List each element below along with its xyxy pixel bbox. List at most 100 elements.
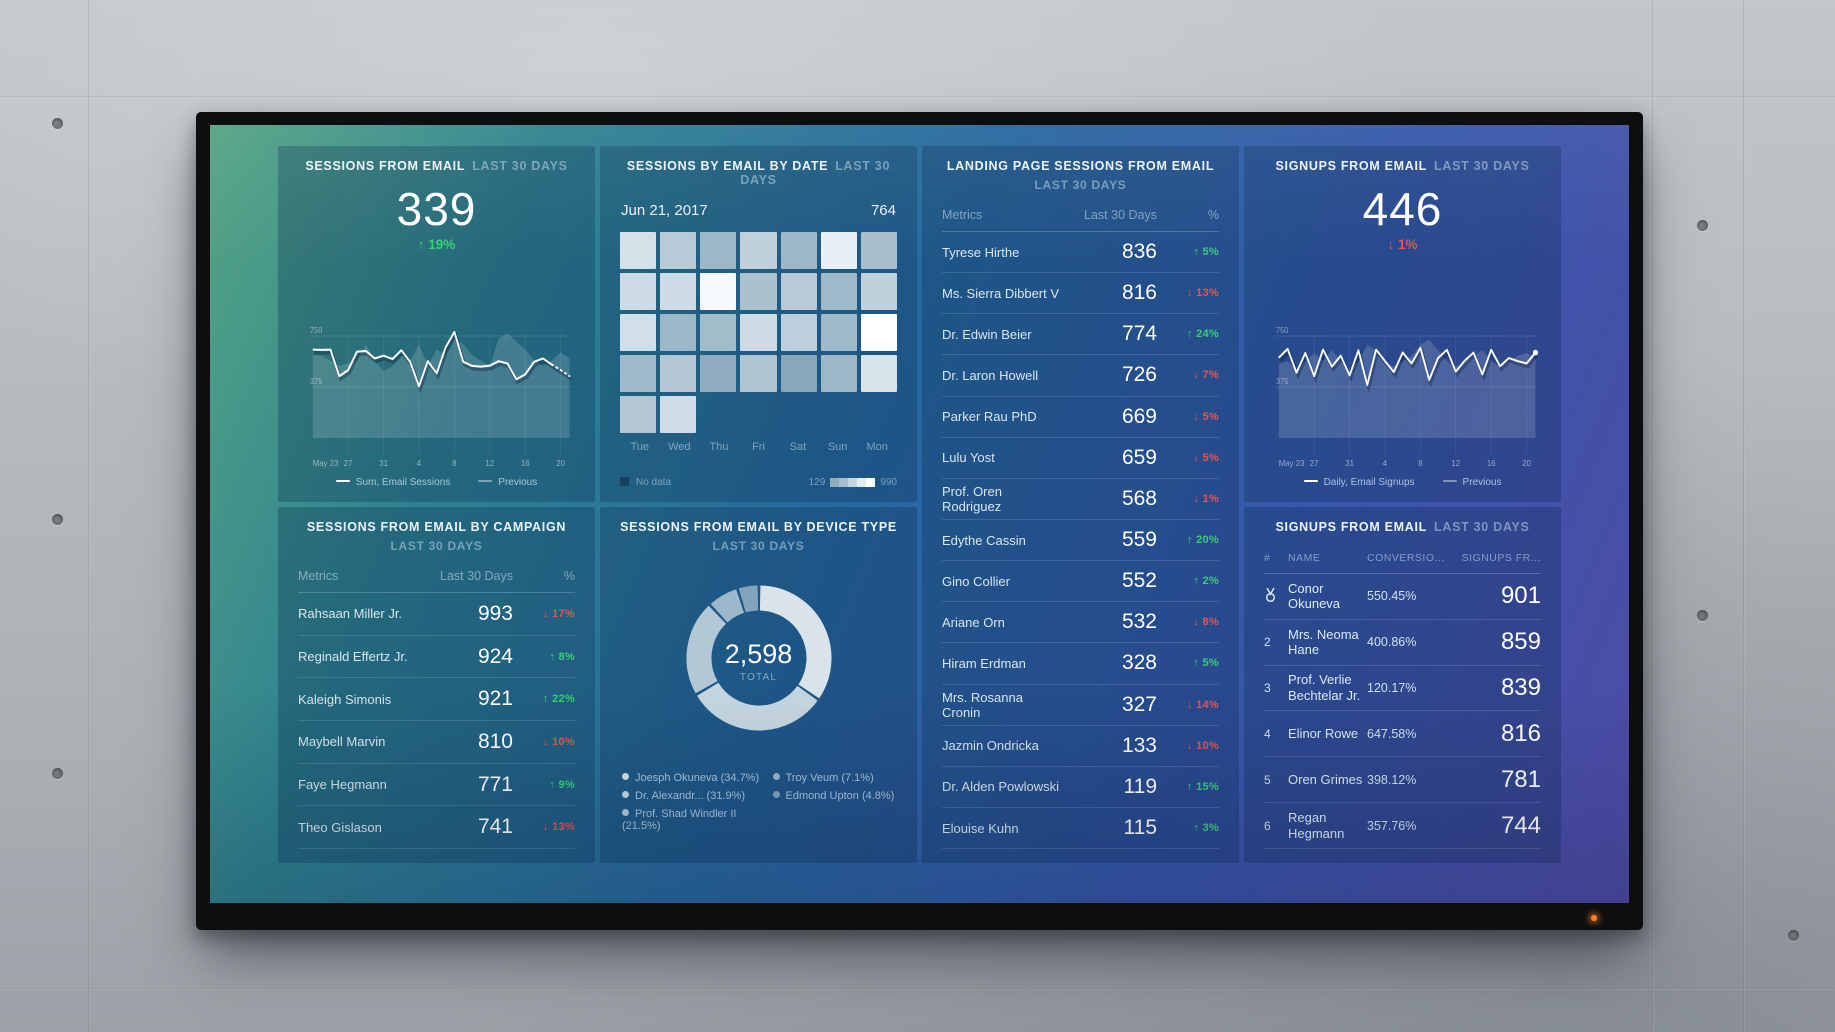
signups-value: 744 (1500, 811, 1541, 839)
rank-number: 2 (1264, 635, 1271, 650)
legend-label: Edmond Upton (4.8%) (785, 790, 895, 802)
metric-name: Rahsaan Miller Jr. (298, 606, 403, 622)
svg-text:375: 375 (1276, 377, 1288, 386)
day-label: Sun (827, 441, 848, 453)
col-percent: % (563, 569, 575, 583)
table-row: Rahsaan Miller Jr. 993 ↓ 17% (298, 593, 575, 636)
metric-value: 771 (477, 772, 513, 796)
scorecard-delta: ↓ 1% (1387, 237, 1418, 252)
svg-text:16: 16 (1487, 459, 1496, 468)
panel-title: SESSIONS FROM EMAIL LAST 30 DAYS (298, 159, 575, 173)
panel-landing-page-sessions: LANDING PAGE SESSIONS FROM EMAIL LAST 30… (922, 146, 1239, 863)
svg-text:May 23: May 23 (313, 459, 339, 468)
metric-delta: ↑ 5% (1193, 657, 1219, 670)
scorecard-delta: ↑ 19% (417, 237, 456, 252)
rank-number: 4 (1264, 726, 1271, 741)
svg-text:750: 750 (310, 326, 322, 335)
svg-text:8: 8 (1418, 459, 1423, 468)
panel-title-text: SESSIONS BY EMAIL BY DATE (626, 159, 829, 173)
table-row: Ms. Sierra Dibbert V 816 ↓ 13% (942, 273, 1219, 315)
heatmap-cell (820, 355, 857, 392)
donut-legend-item: Troy Veum (7.1%) (772, 772, 895, 784)
table-row: Elouise Kuhn 115 ↑ 3% (942, 808, 1219, 850)
conversion-value: 400.86% (1367, 635, 1417, 650)
metric-delta: ↑ 15% (1186, 780, 1219, 793)
col-metrics: Metrics (298, 569, 339, 583)
svg-text:May 23: May 23 (1279, 459, 1305, 468)
legend-label: Troy Veum (7.1%) (785, 772, 874, 784)
signups-value: 859 (1500, 628, 1541, 656)
no-data-text: No data (636, 477, 672, 488)
svg-text:4: 4 (1383, 459, 1388, 468)
panel-title: LANDING PAGE SESSIONS FROM EMAIL (946, 159, 1215, 173)
heatmap-day-labels: Tue Wed Thu Fri Sat Sun Mon (620, 441, 897, 453)
metric-name: Dr. Laron Howell (942, 367, 1039, 383)
legend-label: Dr. Alexandr... (31.9%) (635, 790, 746, 802)
donut-chart: 2,598 TOTAL (674, 573, 844, 748)
heatmap-cell (700, 273, 737, 310)
donut-legend: Joesph Okuneva (34.7%) Troy Veum (7.1%) Dr… (620, 772, 897, 832)
metric-value: 726 (1121, 363, 1157, 387)
svg-text:20: 20 (1522, 459, 1531, 468)
panel-range-label: LAST 30 DAYS (390, 539, 483, 553)
metric-value: 993 (477, 601, 513, 625)
svg-text:8: 8 (452, 459, 457, 468)
panel-sessions-by-campaign: SESSIONS FROM EMAIL BY CAMPAIGN LAST 30 … (278, 507, 595, 863)
legend-label: Sum, Email Sessions (355, 477, 451, 488)
heatmap-cell (740, 273, 777, 310)
panel-sessions-by-device-type: SESSIONS FROM EMAIL BY DEVICE TYPE LAST … (600, 507, 917, 863)
sessions-line-chart: May 23 27 31 4 8 12 16 20 750 375 Sum, Email Sess… (298, 320, 575, 488)
scale-swatch-icon (866, 478, 876, 487)
legend-bullet-icon (772, 791, 780, 798)
metric-name: Reginald Effertz Jr. (298, 649, 408, 664)
panel-sessions-by-date: SESSIONS BY EMAIL BY DATE LAST 30 DAYS Ju… (600, 146, 917, 502)
metric-name: Jazmin Ondricka (942, 738, 1039, 754)
panel-title: SESSIONS FROM EMAIL BY CAMPAIGN (306, 520, 567, 534)
scorecard-value: 339 (396, 183, 477, 235)
metric-value: 133 (1121, 733, 1157, 757)
metric-name: Prof. Oren Rodriguez (942, 483, 1002, 514)
svg-text:4: 4 (417, 459, 422, 468)
legend-label: Previous (498, 477, 538, 488)
metric-delta: ↑ 22% (542, 693, 575, 706)
panel-signups-leaderboard: SIGNUPS FROM EMAIL LAST 30 DAYS # NAME CO… (1244, 507, 1561, 863)
metric-value: 532 (1121, 610, 1157, 634)
table-row: Maybell Marvin 810 ↓ 10% (298, 721, 575, 764)
heatmap-cell (660, 396, 697, 433)
table-row: Hiram Erdman 328 ↑ 5% (942, 643, 1219, 685)
table-row: 4 Elinor Rowe 647.58% 816 (1264, 711, 1541, 758)
metric-value: 836 (1121, 240, 1157, 264)
svg-text:16: 16 (521, 459, 530, 468)
table-header: Metrics Last 30 Days % (942, 198, 1219, 232)
heatmap-cell (820, 314, 857, 351)
table-row: 5 Oren Grimes 398.12% 781 (1264, 757, 1541, 804)
table-row: Lulu Yost 659 ↓ 5% (942, 438, 1219, 479)
metric-delta: ↑ 5% (1193, 246, 1219, 259)
legend-bullet-icon (622, 773, 629, 780)
wall-seam (1652, 0, 1654, 1032)
heatmap-cell (860, 232, 897, 269)
line-swatch-icon (1442, 480, 1457, 482)
panel-title: SESSIONS BY EMAIL BY DATE LAST 30 DAYS (620, 159, 897, 187)
signups-line-chart: May 23 27 31 4 8 12 16 20 750 375 Daily, Email Si… (1264, 320, 1541, 488)
wall-tie-hole (52, 514, 63, 525)
signups-value: 781 (1500, 765, 1541, 793)
donut-svg (686, 585, 831, 731)
metrics-table: Metrics Last 30 Days % Tyrese Hirthe 836 ↑… (942, 198, 1219, 850)
chart-legend: Sum, Email Sessions Previous (298, 477, 575, 488)
panel-range-label: LAST 30 DAYS (740, 159, 891, 187)
day-label: Tue (630, 441, 650, 453)
table-header: # NAME CONVERSIO... SIGNUPS FR... (1264, 542, 1541, 574)
legend-label: Daily, Email Signups (1323, 477, 1415, 488)
table-row: Edythe Cassin 559 ↑ 20% (942, 520, 1219, 562)
heatmap-cell (740, 314, 777, 351)
panel-title: SIGNUPS FROM EMAIL LAST 30 DAYS (1264, 520, 1541, 534)
metric-value: 741 (477, 815, 513, 839)
metrics-table: Metrics Last 30 Days % Rahsaan Miller Jr… (298, 559, 575, 850)
col-name: NAME (1288, 552, 1321, 564)
metric-name: Faye Hegmann (298, 777, 387, 793)
tv-monitor: SESSIONS FROM EMAIL LAST 30 DAYS 339 ↑ 19… (196, 112, 1643, 930)
day-label: Wed (668, 441, 691, 453)
panel-range-label: LAST 30 DAYS (1034, 178, 1127, 192)
heatmap-header: Jun 21, 2017 764 (620, 202, 897, 219)
